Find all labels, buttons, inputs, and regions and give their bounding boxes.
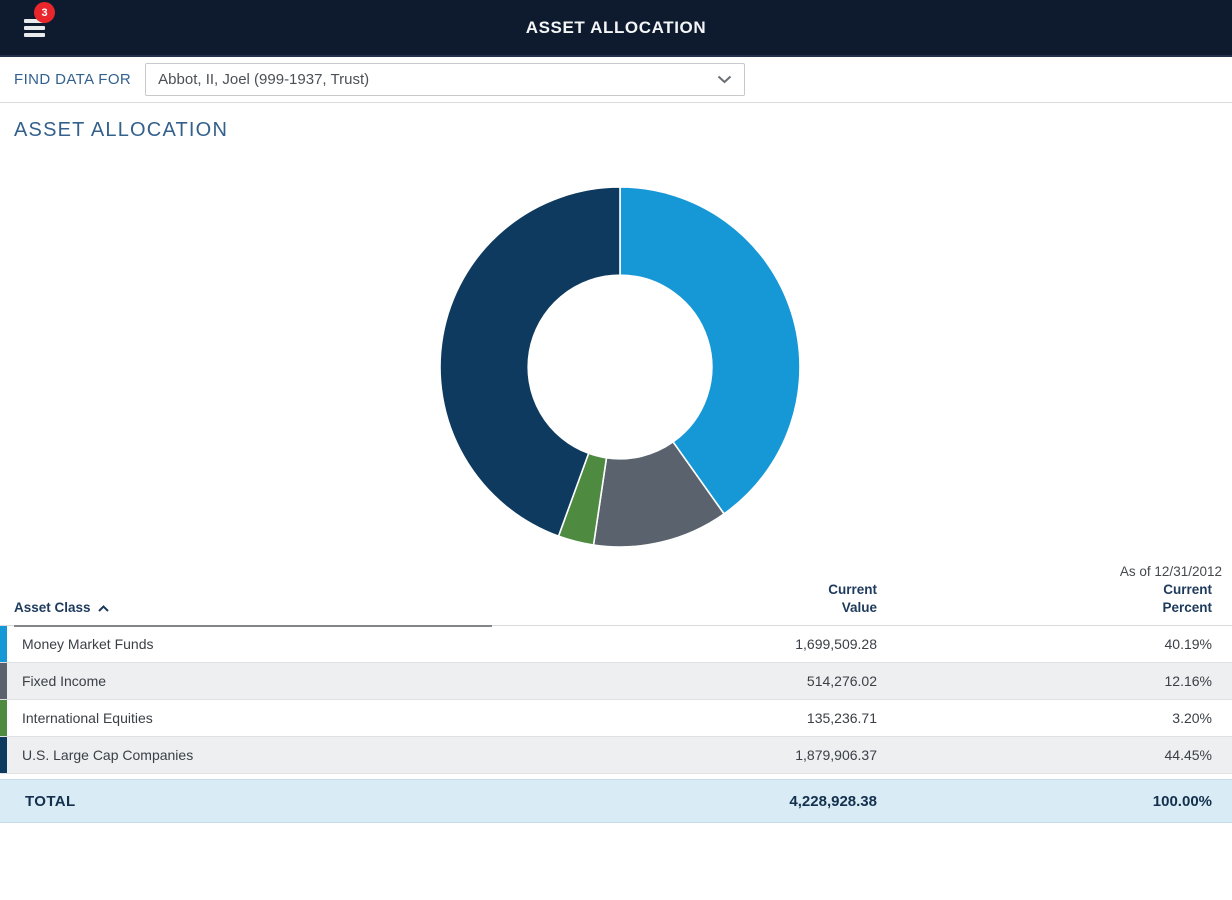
notification-badge: 3 [34, 2, 55, 23]
hamburger-icon [24, 19, 45, 40]
donut-segment-money-market-funds[interactable] [619, 186, 801, 515]
asset-table-body: Money Market Funds 1,699,509.28 40.19% Fixe… [0, 626, 1232, 775]
table-total-row: TOTAL 4,228,928.38 100.00% [0, 779, 1232, 824]
total-current-value: 4,228,928.38 [789, 792, 877, 810]
total-label: TOTAL [25, 792, 76, 810]
table-header-row: Asset Class Current Value Current Percen… [0, 581, 1232, 628]
column-header-current-value[interactable]: Current Value [505, 581, 877, 617]
find-data-label: FIND DATA FOR [14, 71, 132, 88]
current-value-cell: 514,276.02 [806, 673, 877, 690]
main-content: ASSET ALLOCATION As of 12/31/2012 Asset … [0, 103, 1232, 824]
asset-class-cell: Money Market Funds [22, 636, 154, 653]
asset-class-cell: International Equities [22, 710, 153, 727]
current-value-cell: 1,699,509.28 [795, 636, 877, 653]
asset-color-chip [0, 700, 7, 737]
current-value-cell: 135,236.71 [806, 710, 877, 727]
menu-button[interactable]: 3 [22, 2, 55, 43]
current-percent-cell: 12.16% [1164, 673, 1212, 690]
asset-color-chip [0, 663, 7, 700]
table-row[interactable]: Fixed Income 514,276.02 12.16% [0, 663, 1232, 701]
current-percent-header-label: Current Percent [1162, 582, 1212, 616]
current-percent-cell: 44.45% [1164, 747, 1212, 764]
as-of-date: As of 12/31/2012 [1119, 564, 1222, 579]
current-percent-cell: 40.19% [1164, 636, 1212, 653]
table-row[interactable]: Money Market Funds 1,699,509.28 40.19% [0, 626, 1232, 664]
table-row[interactable]: International Equities 135,236.71 3.20% [0, 700, 1232, 738]
current-value-cell: 1,879,906.37 [795, 747, 877, 764]
asset-allocation-table: Asset Class Current Value Current Percen… [0, 581, 1232, 824]
asset-class-cell: U.S. Large Cap Companies [22, 747, 194, 764]
column-header-asset-class[interactable]: Asset Class [14, 599, 505, 617]
app-title: ASSET ALLOCATION [525, 17, 707, 37]
donut-segment-u-s-large-cap-companies[interactable] [439, 186, 621, 537]
asset-color-chip [0, 626, 7, 663]
total-current-percent: 100.00% [1152, 792, 1212, 810]
app-header: 3 ASSET ALLOCATION [0, 0, 1232, 57]
asset-class-cell: Fixed Income [22, 673, 107, 690]
caret-up-icon [97, 604, 109, 612]
sorted-column-underline [14, 625, 492, 628]
page-title: ASSET ALLOCATION [14, 119, 229, 141]
column-header-current-percent[interactable]: Current Percent [877, 581, 1212, 617]
asset-color-chip [0, 737, 7, 774]
account-select-value: Abbot, II, Joel (999-1937, Trust) [158, 71, 370, 88]
asset-class-header-label: Asset Class [14, 600, 91, 616]
account-select[interactable]: Abbot, II, Joel (999-1937, Trust) [145, 63, 746, 96]
current-percent-cell: 3.20% [1172, 710, 1212, 727]
asset-allocation-donut-chart [437, 184, 803, 550]
chevron-down-icon [717, 75, 732, 84]
table-row[interactable]: U.S. Large Cap Companies 1,879,906.37 44.4… [0, 737, 1232, 775]
current-value-header-label: Current Value [828, 582, 877, 616]
find-data-bar: FIND DATA FOR Abbot, II, Joel (999-1937,… [0, 57, 1232, 103]
